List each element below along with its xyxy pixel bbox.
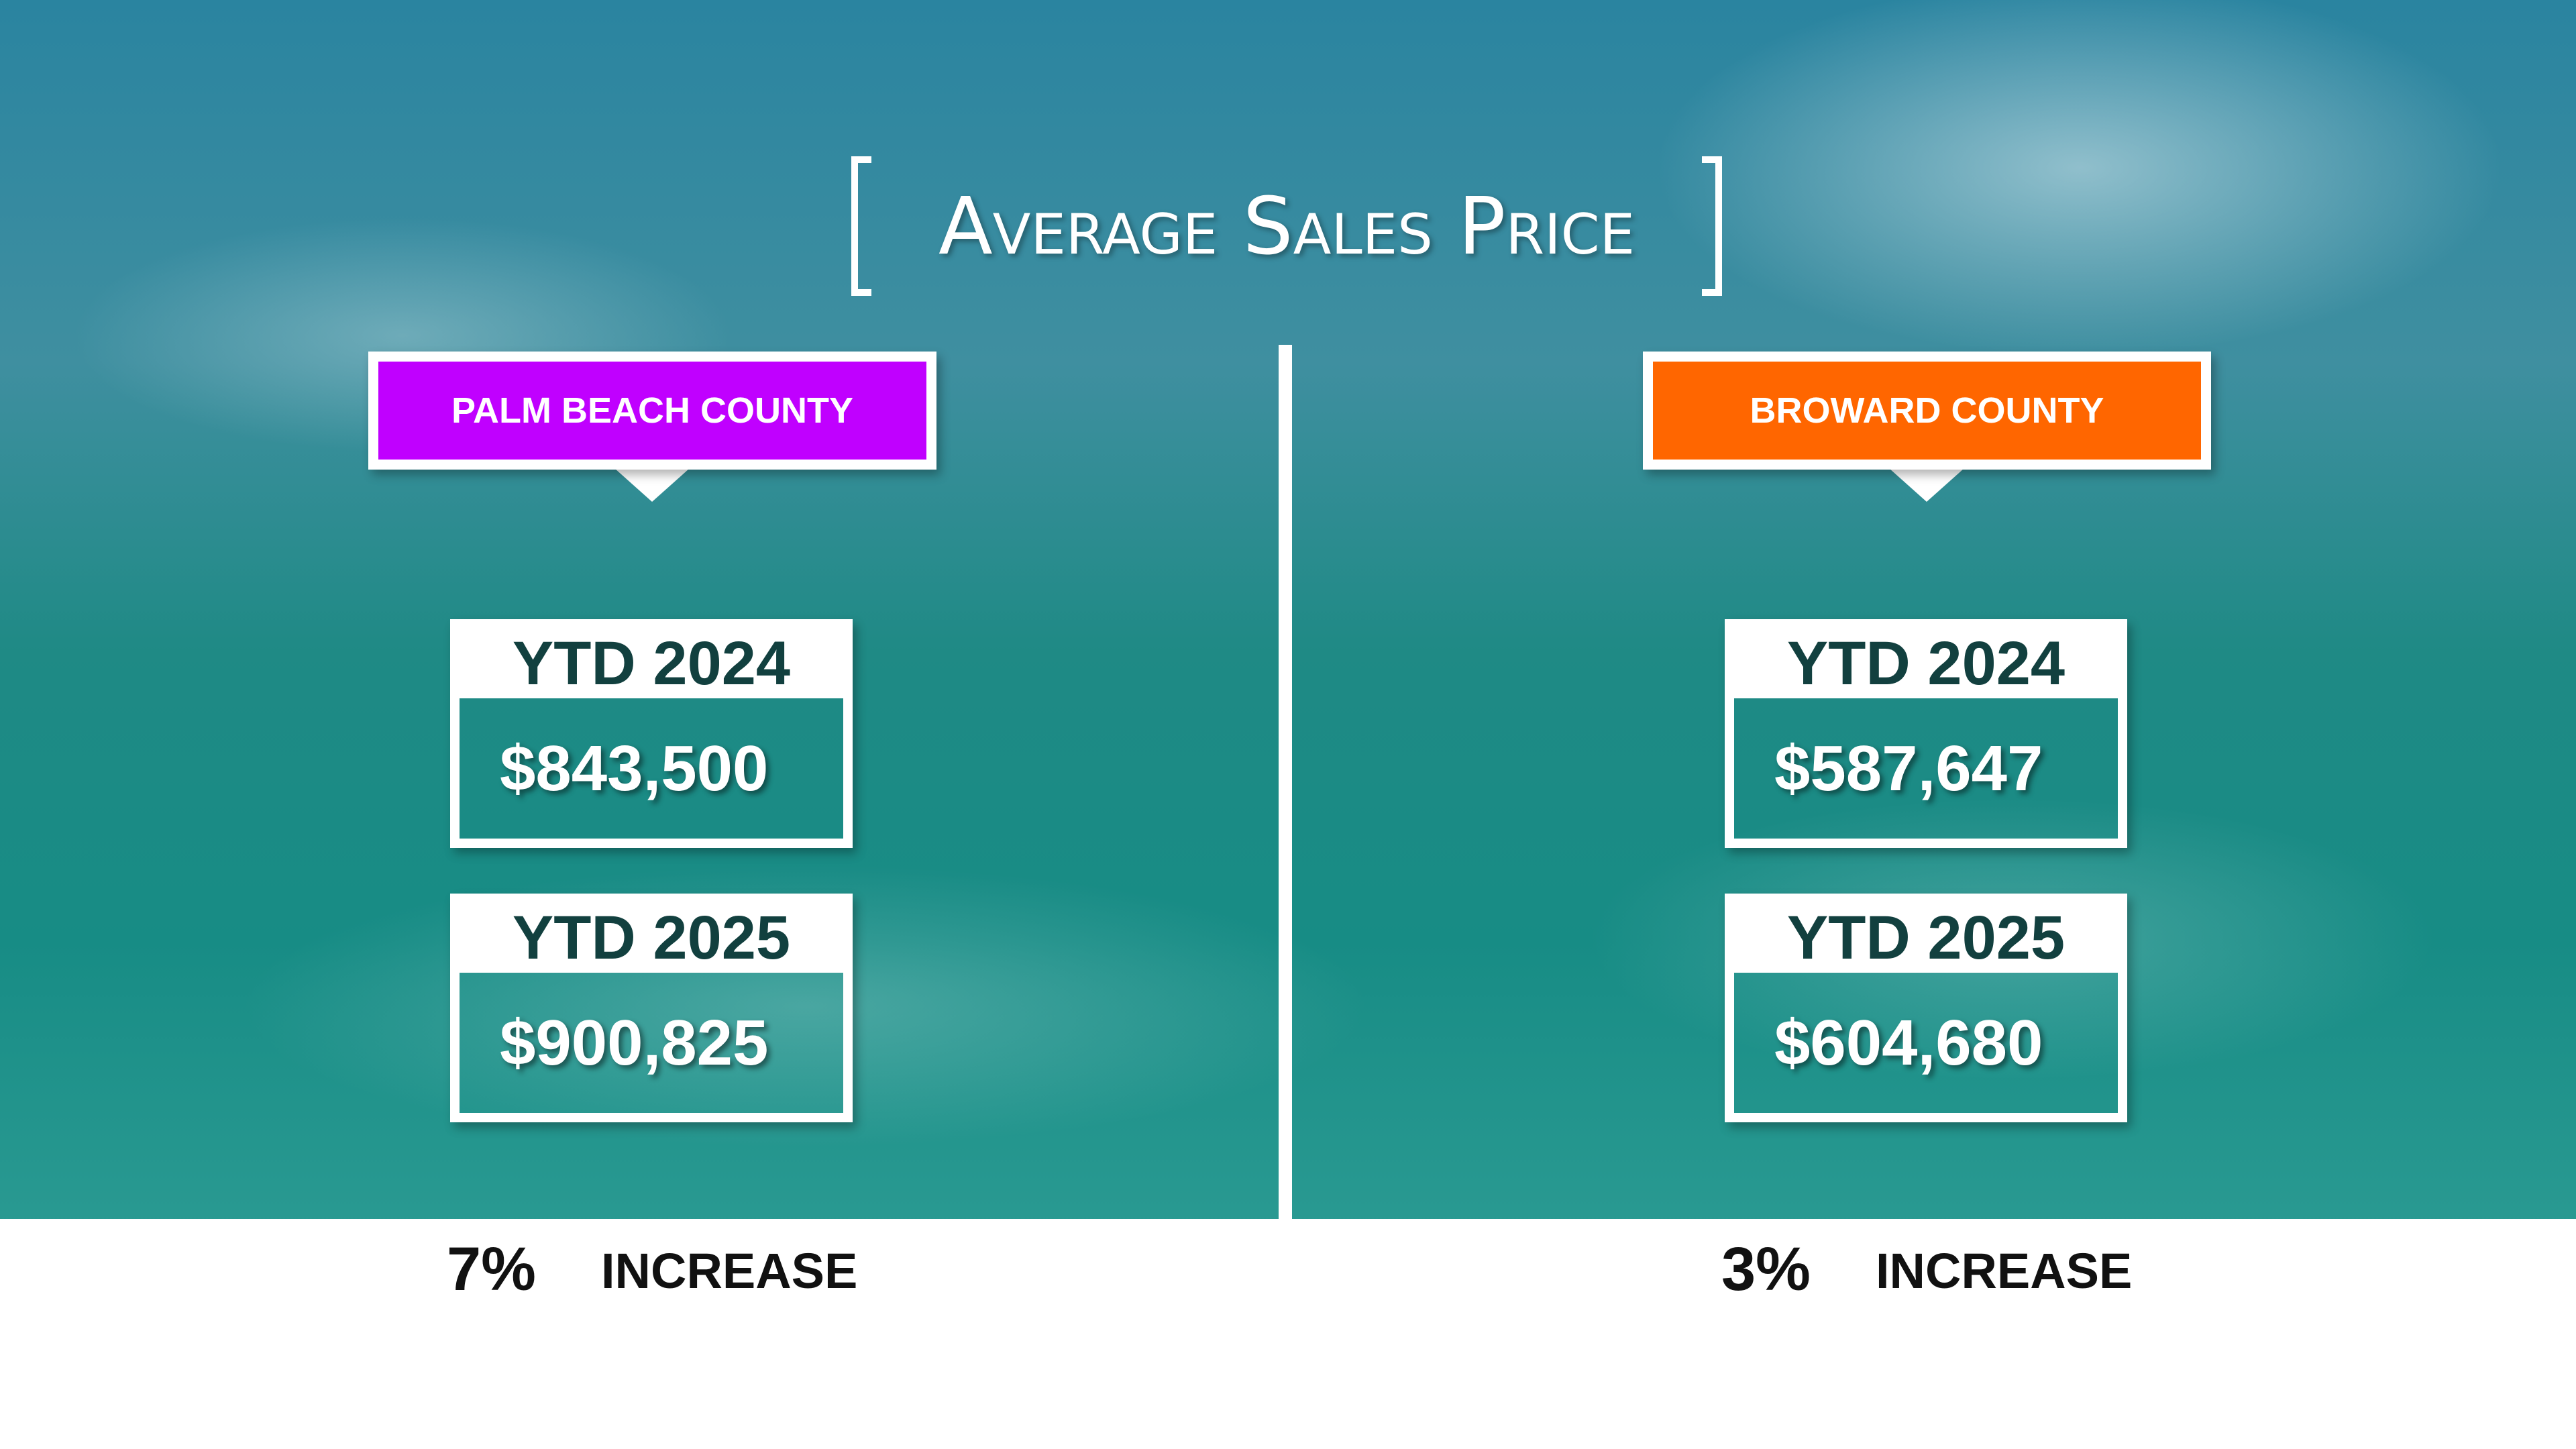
title-bracket — [851, 156, 1722, 296]
change-label: INCREASE — [1876, 1243, 2133, 1299]
card-label: YTD 2025 — [1734, 903, 2118, 973]
card-value: $900,825 — [500, 1006, 769, 1079]
change-percent: 3% — [1721, 1235, 1811, 1303]
value-card — [450, 619, 853, 848]
card-label: YTD 2025 — [460, 903, 843, 973]
card-label: YTD 2024 — [460, 629, 843, 698]
county-tag: PALM BEACH COUNTY — [368, 352, 936, 470]
value-card — [450, 894, 853, 1122]
change-percent: 7% — [447, 1235, 536, 1303]
county-tag: BROWARD COUNTY — [1643, 352, 2211, 470]
card-value: $604,680 — [1774, 1006, 2043, 1079]
divider — [1279, 345, 1292, 1219]
card-value: $587,647 — [1774, 732, 2043, 804]
footer-band — [0, 1219, 2576, 1449]
card-label: YTD 2024 — [1734, 629, 2118, 698]
tag-pointer — [614, 468, 690, 502]
title: Average Sales Price — [938, 180, 1635, 272]
change-label: INCREASE — [601, 1243, 858, 1299]
value-card — [1725, 619, 2127, 848]
card-value: $843,500 — [500, 732, 769, 804]
tag-pointer — [1889, 468, 1964, 502]
value-card — [1725, 894, 2127, 1122]
